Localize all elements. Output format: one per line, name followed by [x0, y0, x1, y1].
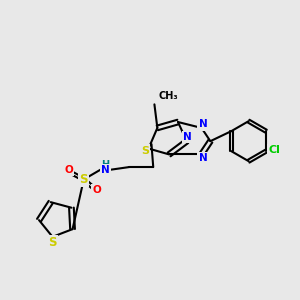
Text: N: N: [101, 165, 110, 175]
Text: S: S: [80, 173, 88, 186]
Text: O: O: [64, 165, 73, 175]
Text: CH₃: CH₃: [159, 91, 178, 101]
Text: O: O: [93, 185, 101, 195]
Text: Cl: Cl: [268, 145, 280, 155]
Text: N: N: [199, 119, 207, 129]
Text: S: S: [48, 236, 57, 249]
Text: S: S: [141, 146, 149, 156]
Text: N: N: [183, 132, 192, 142]
Text: H: H: [101, 160, 109, 170]
Text: N: N: [199, 153, 207, 163]
